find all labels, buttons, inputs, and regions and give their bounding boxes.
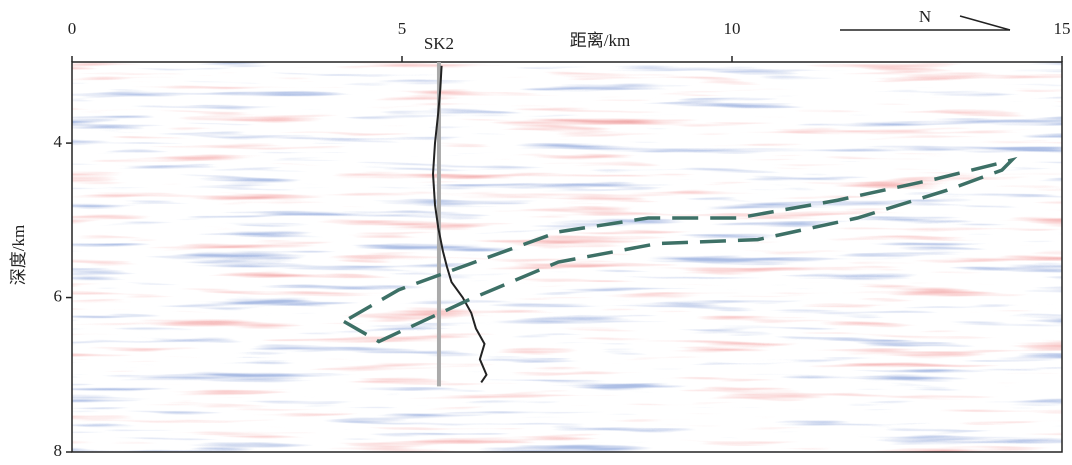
- x-axis-label: 距离/km: [570, 31, 630, 50]
- x-tick-label: 10: [724, 19, 741, 38]
- x-tick-label: 0: [68, 19, 77, 38]
- north-arrow-head: [959, 15, 1011, 31]
- north-label: N: [919, 7, 931, 26]
- interpreted-body: [343, 156, 1018, 344]
- x-tick-label: 5: [398, 19, 407, 38]
- well-name: SK2: [424, 34, 454, 53]
- plot-frame: [71, 61, 1063, 453]
- chart-layer: 0 5 10 15 4 6 8 SK2: [54, 19, 1071, 460]
- well-log: [432, 65, 488, 384]
- y-tick-label: 6: [54, 286, 63, 305]
- seismic-image: [72, 62, 1062, 452]
- x-tick-label: 15: [1054, 19, 1071, 38]
- y-tick-label: 4: [54, 132, 63, 151]
- y-axis-label: 深度/km: [9, 225, 28, 285]
- y-tick-label: 8: [54, 441, 63, 460]
